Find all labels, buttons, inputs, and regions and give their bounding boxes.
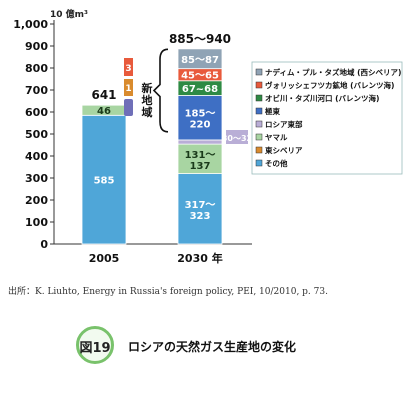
y-tick-label: 100 <box>25 216 48 229</box>
legend-frame <box>251 61 403 175</box>
bar-value-label: 46 <box>97 106 111 117</box>
y-tick-label: 400 <box>25 150 48 163</box>
figure-caption: 図19 ロシアの天然ガス生産地の変化 <box>66 326 296 366</box>
bar-total-label: 641 <box>91 88 116 102</box>
y-tick-label: 900 <box>25 40 48 53</box>
small-box-top <box>124 58 133 76</box>
bar-value-label: 131～ 137 <box>185 150 216 172</box>
new-region-label: 新地域 <box>142 81 153 119</box>
bar-value-label: 585 <box>94 176 115 187</box>
legend-label: オビ川・タズ川河口 (バレンツ海) <box>265 93 379 103</box>
legend-swatch <box>255 68 263 76</box>
x-category-label: 2005 <box>89 252 120 265</box>
legend-label: ヴォリッシェフツカ鉱地 (バレンツ海) <box>265 80 394 90</box>
bar-value-label: 317～ 323 <box>185 200 216 222</box>
y-unit-label: 10 億m³ <box>50 8 88 20</box>
right-label-box <box>226 130 248 144</box>
new-region-bracket <box>152 48 169 133</box>
small-box-mid-label: 1 <box>125 84 131 94</box>
source-note: 出所：K. Liuhto, Energy in Russia's foreign… <box>8 287 328 297</box>
small-box-top-label: 3 <box>125 64 131 74</box>
legend-label: 東シベリア <box>265 145 303 155</box>
legend-label: 極東 <box>265 106 280 116</box>
legend-label: ヤマル <box>265 133 288 142</box>
bar-value-label: 85～87 <box>181 55 219 66</box>
legend-swatch <box>255 107 263 115</box>
legend-swatch <box>255 81 263 89</box>
bar-value-label: 67~68 <box>182 84 218 95</box>
legend-swatch <box>255 94 263 102</box>
bar-segment <box>177 143 223 174</box>
legend-swatch <box>255 133 263 141</box>
y-tick-label: 200 <box>25 194 48 207</box>
legend-swatch <box>255 146 263 154</box>
bar-segment <box>81 114 127 245</box>
y-tick-label: 300 <box>25 172 48 185</box>
legend-label: その他 <box>265 158 288 168</box>
small-box-mid <box>124 79 133 96</box>
legend-label: ロシア東部 <box>265 119 303 129</box>
y-tick-label: 800 <box>25 62 48 75</box>
figure-number-badge: 図19 <box>66 326 120 366</box>
right-label-text: 30～32 <box>222 134 252 143</box>
bar-segment <box>177 139 223 145</box>
bar-segment <box>177 95 223 141</box>
y-tick-label: 1,000 <box>13 18 48 31</box>
bar-value-label: 185～ 220 <box>185 109 216 131</box>
y-tick-label: 600 <box>25 106 48 119</box>
figure-title: ロシアの天然ガス生産地の変化 <box>128 339 297 354</box>
x-category-label: 2030 年 <box>177 251 222 265</box>
bar-segment <box>177 48 223 70</box>
y-tick-label: 700 <box>25 84 48 97</box>
legend-swatch <box>255 120 263 128</box>
badge-ring <box>76 326 114 364</box>
legend-label: ナディム・プル・タズ地域 (西シベリア) <box>265 67 401 77</box>
bar-value-label: 45～65 <box>181 71 219 82</box>
legend-swatch <box>255 159 263 167</box>
chart: 10 億m³ 0 100 200 300 400 500 600 700 800 900 1,000 5… <box>13 8 403 265</box>
small-box-bottom <box>124 99 133 116</box>
figure-number: 図19 <box>79 341 111 356</box>
y-tick-label: 0 <box>40 238 48 251</box>
bar-total-label: 885～940 <box>169 32 231 46</box>
y-tick-label: 500 <box>25 128 48 141</box>
